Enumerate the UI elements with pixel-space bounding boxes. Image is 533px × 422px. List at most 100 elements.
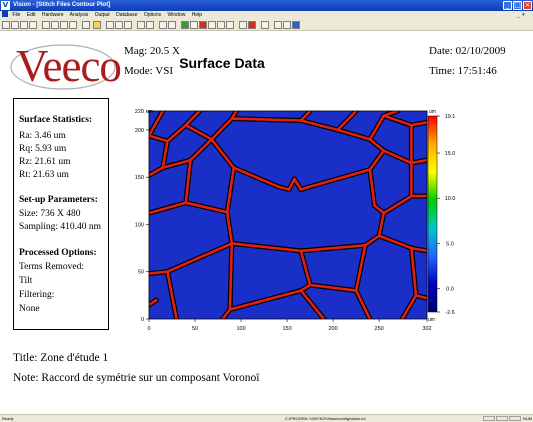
menu-options[interactable]: Options bbox=[143, 12, 162, 18]
veeco-logo: Veeco bbox=[16, 41, 122, 91]
cell-edge bbox=[382, 149, 413, 165]
cell-edge bbox=[184, 201, 229, 214]
colorbar bbox=[427, 115, 438, 313]
grid-icon[interactable] bbox=[137, 21, 145, 29]
cell-edge bbox=[308, 283, 358, 292]
new-file-icon[interactable] bbox=[2, 21, 10, 29]
maximize-button[interactable]: □ bbox=[513, 1, 522, 10]
database-icon[interactable] bbox=[42, 21, 50, 29]
stop-icon[interactable] bbox=[199, 21, 207, 29]
y-axis: 0 50 100 150 200 220 bbox=[135, 109, 149, 323]
chart-icon[interactable] bbox=[283, 21, 291, 29]
surface-stats-heading: Surface Statistics: bbox=[19, 115, 93, 125]
open-file-icon[interactable] bbox=[11, 21, 19, 29]
terms-removed-value: Tilt bbox=[19, 276, 33, 286]
mdi-window-controls[interactable]: _ ♦ bbox=[516, 12, 525, 18]
cell-edge bbox=[149, 166, 165, 177]
status-num-lock: NUM bbox=[523, 416, 533, 421]
cell-edge bbox=[225, 166, 235, 214]
histogram-icon[interactable] bbox=[190, 21, 198, 29]
cell-edge bbox=[414, 294, 427, 300]
cell-edge bbox=[230, 117, 303, 122]
colorbar-tick-label: 19.1 bbox=[445, 114, 456, 120]
stitch-icon[interactable] bbox=[239, 21, 247, 29]
colorbar-tick-label: 10.0 bbox=[445, 196, 456, 202]
processed-heading: Processed Options: bbox=[19, 248, 97, 258]
cell-edge bbox=[149, 111, 165, 137]
cell-edge bbox=[368, 149, 385, 171]
menu-hardware[interactable]: Hardware bbox=[41, 12, 64, 18]
statistics-panel: Surface Statistics: Ra: 3.46 um Rq: 5.93… bbox=[13, 98, 109, 330]
tilt-icon[interactable] bbox=[217, 21, 225, 29]
setup-heading: Set-up Parameters: bbox=[19, 195, 98, 205]
cursor-icon[interactable] bbox=[226, 21, 234, 29]
colorbar-tick-label: 15.0 bbox=[445, 151, 456, 157]
status-ready: Ready bbox=[2, 416, 14, 421]
stat-rq: Rq: 5.93 um bbox=[19, 144, 67, 154]
x-tick-label: 0 bbox=[147, 326, 150, 332]
profile-icon[interactable] bbox=[115, 21, 123, 29]
cell-edge bbox=[166, 270, 178, 319]
cell-edge bbox=[166, 123, 188, 143]
export-icon[interactable] bbox=[51, 21, 59, 29]
paste-icon[interactable] bbox=[69, 21, 77, 29]
cell-edge bbox=[299, 185, 312, 191]
3d-plot-icon[interactable] bbox=[181, 21, 189, 29]
y-tick-label: 0 bbox=[141, 317, 144, 323]
cell-edge bbox=[299, 289, 326, 319]
y-tick-label: 100 bbox=[135, 222, 144, 228]
logo-swoosh-icon bbox=[10, 44, 116, 90]
cell-edge bbox=[373, 204, 385, 215]
cell-edge bbox=[400, 294, 418, 319]
menu-edit[interactable]: Edit bbox=[26, 12, 36, 18]
contour-icon[interactable] bbox=[124, 21, 132, 29]
colorbar-ticks: 19.1 15.0 10.0 5.0 0.0 -2.6 bbox=[437, 114, 455, 316]
filter-icon[interactable] bbox=[208, 21, 216, 29]
close-button[interactable]: × bbox=[523, 1, 532, 10]
copy-icon[interactable] bbox=[60, 21, 68, 29]
filtering-label: Filtering: bbox=[19, 290, 55, 300]
document-icon[interactable] bbox=[2, 11, 8, 17]
analysis-icon[interactable] bbox=[106, 21, 114, 29]
menu-analysis[interactable]: Analysis bbox=[69, 12, 89, 18]
cell-edge bbox=[210, 138, 235, 169]
menu-window[interactable]: Window bbox=[167, 12, 186, 18]
cell-edge bbox=[221, 308, 232, 319]
terms-removed-label: Terms Removed: bbox=[19, 262, 85, 272]
cell-edge bbox=[228, 242, 234, 311]
cell-edge bbox=[377, 234, 413, 250]
cell-edge bbox=[166, 242, 234, 273]
menu-output[interactable]: Output bbox=[94, 12, 110, 18]
filtering-value: None bbox=[19, 304, 40, 314]
record-icon[interactable] bbox=[248, 21, 256, 29]
cell-edge bbox=[354, 289, 372, 319]
text-icon[interactable] bbox=[274, 21, 282, 29]
cell-edge bbox=[382, 194, 413, 215]
stat-rz: Rz: 21.61 um bbox=[19, 157, 71, 167]
app-icon: V bbox=[1, 1, 10, 10]
highlight-icon[interactable] bbox=[93, 21, 101, 29]
help-icon[interactable] bbox=[292, 21, 300, 29]
cell-edge bbox=[299, 111, 312, 122]
cell-edge bbox=[299, 249, 312, 287]
zoom-icon[interactable] bbox=[159, 21, 167, 29]
cell-edge bbox=[184, 123, 213, 141]
mode-label: Mode: VSI bbox=[124, 65, 173, 77]
table-icon[interactable] bbox=[146, 21, 154, 29]
mask-icon[interactable] bbox=[168, 21, 176, 29]
minimize-button[interactable]: _ bbox=[503, 1, 512, 10]
cell-edge bbox=[336, 111, 358, 132]
measure-icon[interactable] bbox=[82, 21, 90, 29]
x-tick-label: 250 bbox=[375, 326, 384, 332]
status-config-path: C:\PROGRA~1\WYKO\Vision\config\vision.in… bbox=[285, 416, 366, 421]
menu-file[interactable]: File bbox=[12, 12, 21, 18]
save-icon[interactable] bbox=[20, 21, 28, 29]
menu-database[interactable]: Database bbox=[116, 12, 138, 18]
contour-plot[interactable]: 0 50 100 150 200 250 302 0 50 100 150 200 220 um um… bbox=[125, 108, 460, 345]
magnification-label: Mag: 20.5 X bbox=[124, 45, 180, 57]
print-icon[interactable] bbox=[29, 21, 37, 29]
cell-edge bbox=[232, 166, 280, 188]
note-text: Note: Raccord de symétrie sur un composa… bbox=[13, 372, 260, 384]
dollar-icon[interactable] bbox=[261, 21, 269, 29]
menu-help[interactable]: Help bbox=[191, 12, 202, 18]
